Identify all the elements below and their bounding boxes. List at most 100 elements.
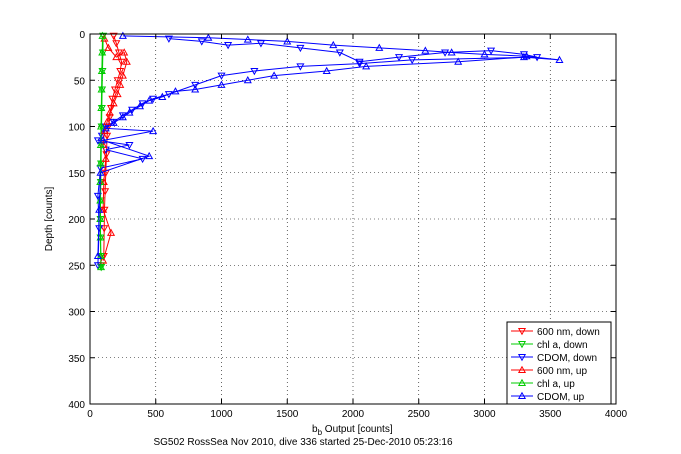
data-point [243,35,252,43]
data-point [487,47,496,55]
grid [90,34,616,404]
data-point [454,57,463,65]
data-point [97,103,106,112]
data-point [125,108,134,116]
data-point [217,80,226,88]
data-point [447,48,456,56]
x-tick-label: 1000 [210,409,233,420]
data-point [118,113,127,121]
legend-label: 600 nm, up [537,366,587,377]
data-point [145,151,154,160]
y-tick-label: 400 [68,400,85,411]
legend-marker [517,365,527,374]
data-point [250,67,259,76]
data-point [98,48,107,56]
legend-marker [517,327,527,336]
data-point [145,96,154,104]
data-point [101,124,110,132]
data-point [100,225,109,233]
data-point [329,40,338,49]
data-point [96,159,105,167]
series-line [102,38,128,261]
x-tick-label: 2000 [342,409,365,420]
ticks: 0 500 1000 1500 2000 2500 3000 3500 4000 0 50 100 15… [68,30,627,420]
legend-marker [517,391,527,400]
data-point [197,38,206,46]
data-point [114,49,123,57]
series-3 [99,34,131,264]
x-axis-label-main: b [312,424,318,435]
data-point [112,40,121,48]
y-tick-label: 100 [68,123,85,134]
data-point [135,101,145,110]
data-point [296,44,305,53]
series-2 [93,35,542,270]
x-tick-label: 2500 [408,409,431,420]
series-5 [93,31,564,260]
x-tick-label: 4000 [605,409,628,420]
data-point [117,58,126,66]
legend-entry: chl a, down [511,340,588,351]
data-point [112,52,121,61]
data-point [441,49,450,57]
legend-label: chl a, down [537,340,588,351]
data-point [113,89,122,98]
legend-label: chl a, up [537,379,575,390]
data-point [191,85,200,93]
caption: SG502 RossSea Nov 2010, dive 336 started… [153,437,453,448]
y-tick-label: 250 [68,261,85,272]
x-tick-label: 3500 [539,409,562,420]
legend-marker [517,378,527,387]
data-point [99,256,108,264]
legend-entry: CDOM, down [511,353,597,364]
y-tick-label: 50 [74,76,86,87]
legend-label: CDOM, down [537,353,597,364]
data-point [191,81,200,90]
data-point [270,71,279,79]
data-point [224,42,233,50]
legend-entry: chl a, up [511,378,575,390]
data-point [95,205,104,213]
data-point [120,48,129,56]
y-axis-label: Depth [counts] [44,187,55,252]
data-point [96,196,105,204]
x-axis-label-rest: Output [counts] [322,424,393,435]
data-point [101,154,110,162]
data-point [106,228,116,236]
data-point [408,56,417,65]
data-point [116,80,125,88]
y-tick-label: 300 [68,308,85,319]
data-point [98,31,107,39]
y-tick-label: 200 [68,215,85,226]
data-point [96,168,105,176]
data-point [283,37,292,45]
data-point [109,118,118,126]
data-point [97,85,106,93]
x-tick-label: 0 [87,409,93,420]
data-point [217,72,226,80]
legend-marker [517,340,527,349]
series-line [97,35,560,257]
series-line [96,38,538,266]
data-point [243,76,252,84]
data-point [105,108,114,116]
y-tick-label: 0 [79,30,85,41]
data-point [116,67,125,76]
data-point [96,262,106,271]
data-point [555,55,564,63]
legend-box [506,321,612,405]
data-point [110,86,120,94]
data-point [99,136,108,144]
data-point [104,43,113,51]
data-point [93,262,102,270]
legend: 600 nm, down chl a, down CDOM, down 600 nm,… [506,321,612,405]
data-point [109,99,118,107]
legend-label: 600 nm, down [537,327,600,338]
data-point [394,54,404,62]
legend-label: CDOM, up [537,392,585,403]
series-layer [93,31,564,272]
data-point [93,137,102,145]
data-point [122,57,131,65]
data-point [113,77,122,85]
